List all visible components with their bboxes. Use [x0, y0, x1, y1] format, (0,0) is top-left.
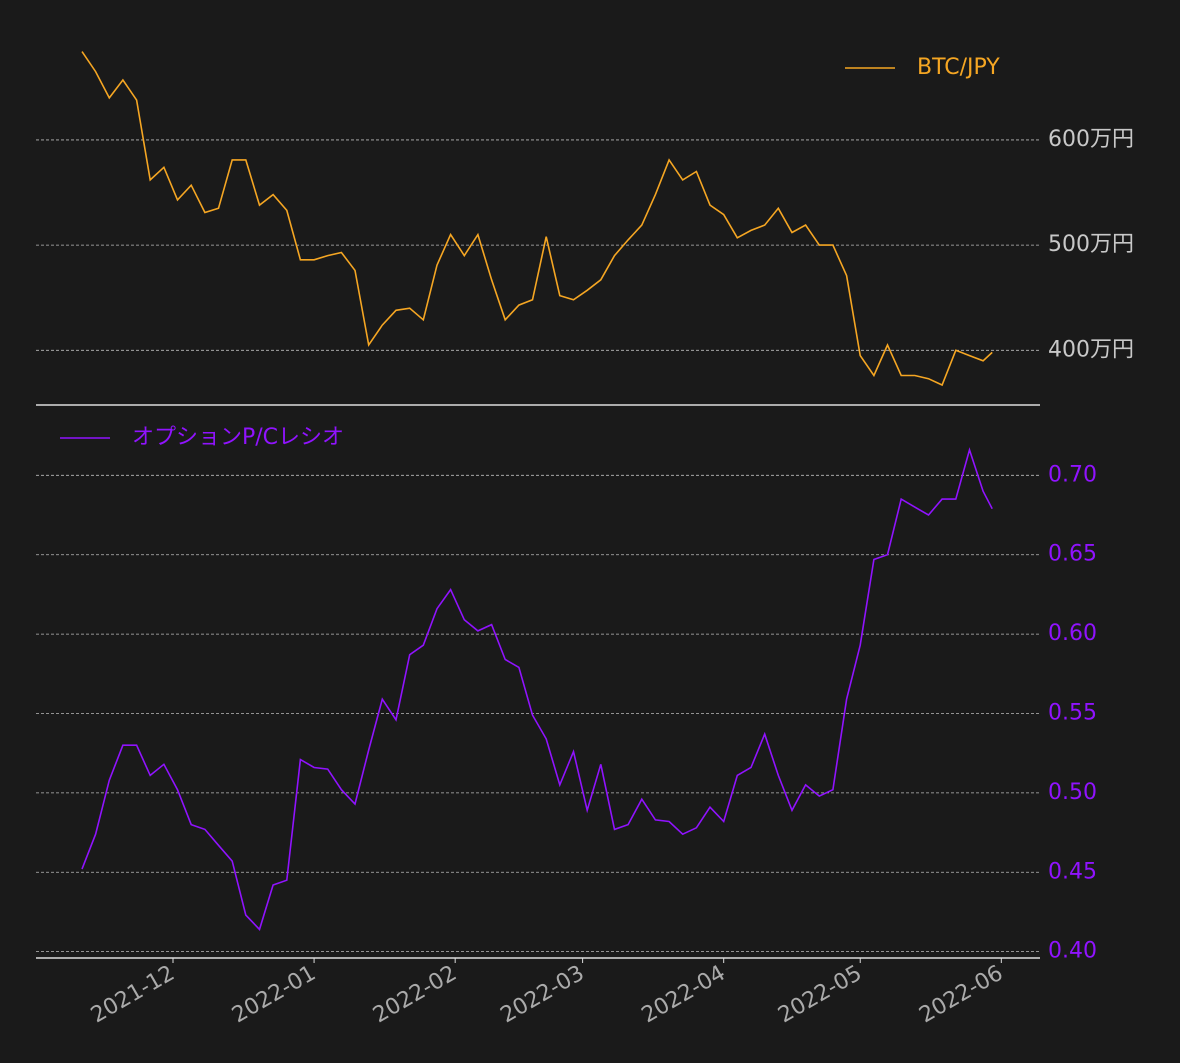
- y-tick-label: 0.60: [1048, 621, 1097, 646]
- y-tick-label: 500万円: [1048, 232, 1134, 257]
- y-tick-label: 0.70: [1048, 462, 1097, 487]
- series-line: [81, 51, 993, 387]
- series-line: [81, 447, 993, 931]
- y-tick-label: 0.45: [1048, 859, 1097, 884]
- y-tick-label: 400万円: [1048, 337, 1134, 362]
- y-tick-label: 0.55: [1048, 700, 1097, 725]
- y-tick-label: 600万円: [1048, 127, 1134, 152]
- y-tick-label: 0.65: [1048, 542, 1097, 567]
- legend-label: BTC/JPY: [917, 55, 1000, 80]
- y-tick-label: 0.40: [1048, 939, 1097, 964]
- y-tick-label: 0.50: [1048, 780, 1097, 805]
- legend-label: オプションP/Cレシオ: [132, 425, 344, 450]
